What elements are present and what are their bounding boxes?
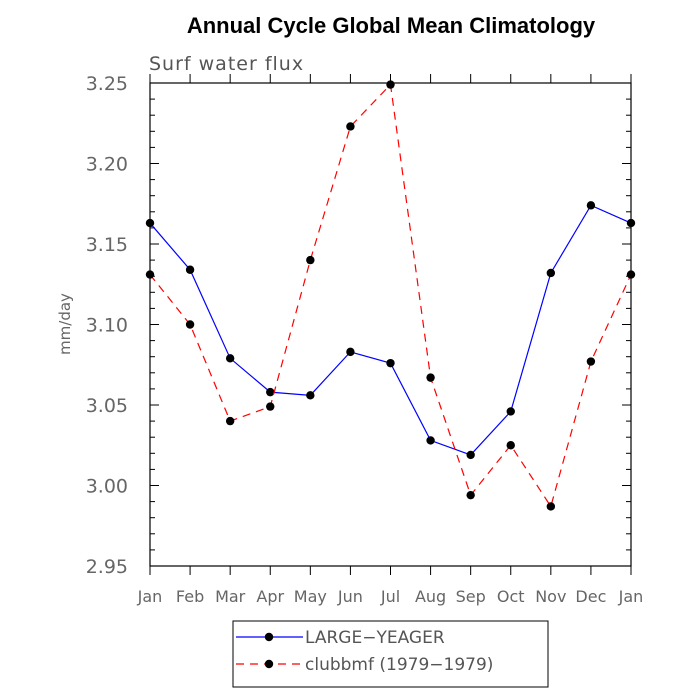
legend-marker: [264, 632, 274, 642]
data-point: [466, 490, 475, 500]
series-2: [145, 80, 636, 511]
y-axis-label: mm/day: [56, 293, 74, 355]
x-tick-label: Mar: [215, 587, 246, 606]
data-point: [225, 354, 235, 363]
x-tick-label: Jan: [618, 587, 644, 606]
data-point: [626, 218, 636, 228]
y-tick-label: 3.05: [86, 395, 128, 417]
data-point: [306, 391, 315, 400]
data-point: [466, 450, 475, 460]
series-1: [145, 201, 636, 460]
x-tick-label: Oct: [497, 587, 525, 606]
data-point: [346, 347, 355, 357]
data-point: [145, 270, 155, 279]
legend-label: clubbmf (1979−1979): [305, 655, 493, 675]
y-tick-label: 2.95: [86, 556, 128, 578]
chart-title: Annual Cycle Global Mean Climatology: [187, 13, 596, 38]
data-point: [145, 218, 155, 228]
data-point: [546, 502, 556, 511]
data-point: [626, 270, 636, 279]
plot-area: 2.95 3.00 3.05 3.10 3.15 3.20 3.25 Jan Feb Mar Apr…: [86, 73, 644, 606]
x-tick-label: Jul: [380, 587, 400, 606]
data-point: [426, 373, 435, 382]
data-point: [266, 387, 275, 397]
data-point: [426, 436, 435, 445]
data-point: [386, 80, 395, 89]
data-point: [185, 265, 195, 274]
data-point: [506, 441, 515, 450]
x-tick-label: Feb: [176, 587, 204, 606]
data-point: [586, 357, 596, 366]
legend: LARGE−YEAGER clubbmf (1979−1979): [232, 620, 549, 688]
x-tick-label: Nov: [535, 587, 566, 606]
series-line: [149, 204, 632, 456]
series-line: [149, 83, 632, 508]
data-point: [266, 402, 275, 411]
data-point: [306, 255, 315, 265]
y-tick-label: 3.20: [86, 154, 128, 176]
data-point: [185, 320, 195, 329]
x-tick-label: Dec: [575, 587, 606, 606]
x-tick-label: Sep: [456, 587, 486, 606]
data-point: [506, 407, 515, 416]
y-tick-label: 3.25: [86, 73, 128, 95]
plot-frame: [149, 82, 632, 567]
x-tick-label: Aug: [415, 587, 446, 606]
chart-subtitle: Surf water flux: [149, 53, 304, 75]
y-tick-label: 3.00: [86, 476, 128, 498]
data-point: [386, 358, 395, 368]
x-tick-label: Jun: [337, 587, 363, 606]
data-point: [346, 122, 355, 131]
x-tick-label: May: [294, 587, 327, 606]
data-point: [225, 416, 235, 426]
legend-box: [232, 620, 549, 688]
data-point: [586, 201, 596, 210]
x-tick-label: Jan: [137, 587, 163, 606]
data-point: [546, 268, 556, 278]
legend-label: LARGE−YEAGER: [305, 628, 445, 648]
legend-marker: [264, 659, 274, 669]
y-tick-label: 3.10: [86, 315, 128, 337]
y-tick-label: 3.15: [86, 234, 128, 256]
x-tick-label: Apr: [256, 587, 284, 606]
